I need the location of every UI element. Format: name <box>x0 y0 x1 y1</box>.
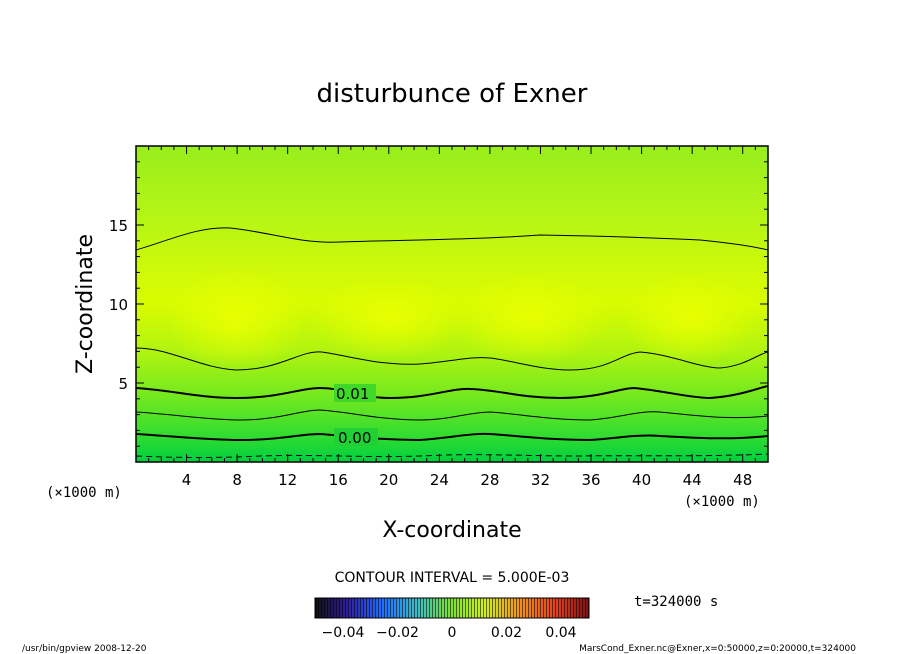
max-region-4 <box>620 272 760 364</box>
chart-title: disturbunce of Exner <box>317 79 588 109</box>
y-tick-label: 15 <box>109 217 128 235</box>
x-tick-label: 40 <box>632 471 651 489</box>
colorbar-tick-label: 0.02 <box>491 625 522 641</box>
contour-line-upper <box>136 347 768 371</box>
colorbar-tick-label: 0.04 <box>545 625 576 641</box>
colorbar <box>314 597 590 619</box>
y-tick-labels: 5 10 15 <box>109 217 128 393</box>
x-tick-label: 12 <box>278 471 297 489</box>
y-axis-label: Z-coordinate <box>73 234 98 374</box>
contour-label-000: 0.00 <box>338 429 371 447</box>
contour-label-001: 0.01 <box>336 385 369 403</box>
colorbar-lines <box>315 598 589 618</box>
y-tick-label: 10 <box>109 296 128 314</box>
x-tick-label: 36 <box>581 471 600 489</box>
time-label: t=324000 s <box>634 594 718 610</box>
x-unit-left: (×1000 m) <box>46 485 122 501</box>
y-axis-ticks <box>136 161 768 447</box>
label-mask-000 <box>334 428 378 446</box>
max-region-3 <box>450 272 610 364</box>
plot-area: 0.01 0.00 <box>136 146 768 462</box>
x-tick-label: 44 <box>683 471 702 489</box>
colorbar-tick-label: −0.04 <box>322 625 365 641</box>
colorbar-tick-label: −0.02 <box>376 625 419 641</box>
contour-line-top <box>136 227 768 251</box>
colorbar-tick-label: 0 <box>448 625 457 641</box>
label-mask-001 <box>334 384 376 402</box>
contour-line-001 <box>136 385 768 400</box>
x-tick-label: 16 <box>329 471 348 489</box>
x-tick-label: 24 <box>430 471 449 489</box>
contour-line-lower <box>136 409 768 421</box>
x-tick-label: 48 <box>733 471 752 489</box>
contour-line-000 <box>136 432 768 442</box>
x-tick-label: 32 <box>531 471 550 489</box>
x-tick-label: 28 <box>480 471 499 489</box>
x-axis-ticks <box>148 146 756 462</box>
footer-left: /usr/bin/gpview 2008-12-20 <box>22 644 147 654</box>
max-region-2 <box>310 276 470 360</box>
colorbar-tick-labels: −0.04 −0.02 0 0.02 0.04 <box>322 625 577 641</box>
x-tick-labels: 4 8 12 16 20 24 28 32 36 40 44 48 <box>182 471 752 489</box>
x-tick-label: 4 <box>182 471 192 489</box>
max-region-1 <box>164 266 308 370</box>
x-tick-label: 20 <box>379 471 398 489</box>
y-unit-right: (×1000 m) <box>684 494 760 510</box>
contour-interval: CONTOUR INTERVAL = 5.000E-03 <box>335 570 570 586</box>
x-axis-label: X-coordinate <box>382 518 521 543</box>
footer-right: MarsCond_Exner.nc@Exner,x=0:50000,z=0:20… <box>579 644 856 654</box>
x-tick-label: 8 <box>232 471 242 489</box>
colorbar-border <box>314 597 590 619</box>
contour-line-negative <box>136 453 768 458</box>
y-tick-label: 5 <box>118 375 128 393</box>
